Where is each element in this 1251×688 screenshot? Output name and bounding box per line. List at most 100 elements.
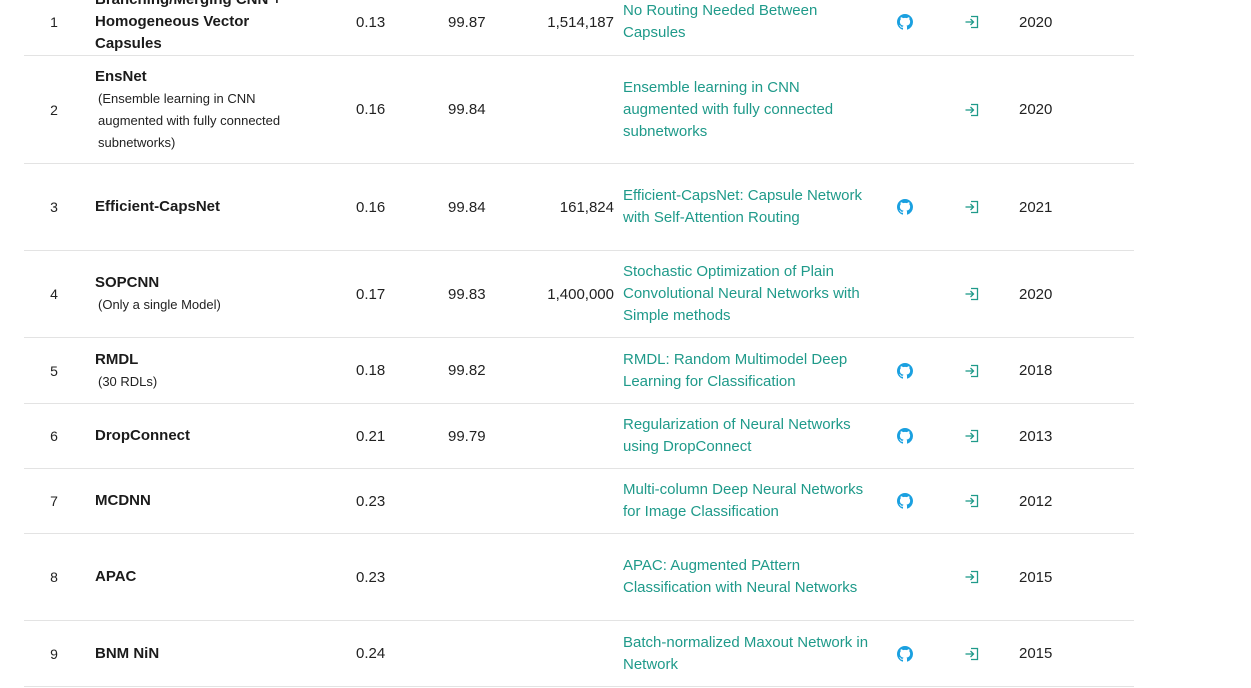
year-cell: 2012 <box>1019 492 1053 510</box>
paper-link[interactable]: Ensemble learning in CNN augmented with … <box>623 78 834 140</box>
model-extra-details: (Ensemble learning in CNN augmented with… <box>98 90 281 150</box>
result-cell <box>960 404 984 468</box>
year-cell: 2020 <box>1019 101 1053 118</box>
result-cell <box>960 338 984 403</box>
paper-link[interactable]: Multi-column Deep Neural Networks for Im… <box>623 481 864 520</box>
model-extra-details: (Only a single Model) <box>98 297 221 312</box>
model-name: APAC <box>95 568 137 585</box>
error-cell: 0.24 <box>356 645 386 662</box>
github-icon[interactable] <box>897 199 913 215</box>
result-cell <box>960 0 984 55</box>
code-cell <box>892 164 918 250</box>
result-cell <box>960 56 984 163</box>
rank-cell: 5 <box>50 362 58 379</box>
accuracy-cell: 99.83 <box>448 285 486 303</box>
login-arrow-icon[interactable] <box>964 646 980 662</box>
paper-link[interactable]: Stochastic Optimization of Plain Convolu… <box>623 263 860 324</box>
result-cell <box>960 164 984 250</box>
year-cell: 2015 <box>1019 645 1053 662</box>
code-cell <box>892 404 918 468</box>
model-cell: DropConnect <box>95 404 315 468</box>
result-cell <box>960 251 984 337</box>
params-cell <box>524 534 614 620</box>
code-cell <box>892 56 918 163</box>
login-arrow-icon[interactable] <box>964 286 980 302</box>
model-name: DropConnect <box>95 427 190 444</box>
error-cell: 0.21 <box>356 427 386 445</box>
paper-link[interactable]: Regularization of Neural Networks using … <box>623 416 851 455</box>
accuracy-cell <box>448 469 528 533</box>
params-cell <box>524 621 614 686</box>
accuracy-cell: 99.84 <box>448 101 486 118</box>
accuracy-cell: 99.82 <box>448 362 486 379</box>
login-arrow-icon[interactable] <box>964 569 980 585</box>
model-cell: EnsNet (Ensemble learning in CNN augmente… <box>95 56 295 163</box>
year-cell: 2015 <box>1019 568 1053 586</box>
accuracy-cell: 99.84 <box>448 198 486 216</box>
error-cell: 0.16 <box>356 101 386 118</box>
rank-cell: 8 <box>50 569 58 585</box>
paper-link[interactable]: Efficient-CapsNet: Capsule Network with … <box>623 187 862 226</box>
github-icon[interactable] <box>897 645 913 662</box>
github-icon[interactable] <box>897 493 913 509</box>
table-row: 4 SOPCNN (Only a single Model) 0.17 99.83 1,4… <box>24 251 1134 338</box>
table-row: 6 DropConnect 0.21 99.79 Regularization of N… <box>24 404 1134 469</box>
login-arrow-icon[interactable] <box>964 102 980 118</box>
year-cell: 2021 <box>1019 198 1053 216</box>
model-cell: APAC <box>95 534 315 620</box>
code-cell <box>892 534 918 620</box>
rank-cell: 9 <box>50 645 58 662</box>
model-name: Efficient-CapsNet <box>95 198 221 215</box>
model-cell: Efficient-CapsNet <box>95 164 315 250</box>
model-cell: MCDNN <box>95 469 315 533</box>
paper-link[interactable]: RMDL: Random Multimodel Deep Learning fo… <box>623 350 848 390</box>
model-cell: Branching/Merging CNN + Homogeneous Vect… <box>95 0 295 55</box>
login-arrow-icon[interactable] <box>964 428 980 444</box>
model-name: Branching/Merging CNN + Homogeneous Vect… <box>95 0 281 52</box>
code-cell <box>892 621 918 686</box>
code-cell <box>892 0 918 55</box>
rank-cell: 6 <box>50 428 58 444</box>
login-arrow-icon[interactable] <box>964 14 980 30</box>
model-name: MCDNN <box>95 492 151 509</box>
rank-cell: 4 <box>50 286 58 302</box>
table-row: 1 Branching/Merging CNN + Homogeneous Vec… <box>24 0 1134 56</box>
github-icon[interactable] <box>897 14 913 30</box>
code-cell <box>892 251 918 337</box>
error-cell: 0.17 <box>356 285 386 303</box>
year-cell: 2020 <box>1019 13 1053 31</box>
year-cell: 2018 <box>1019 362 1053 379</box>
params-cell <box>524 56 614 163</box>
result-cell <box>960 469 984 533</box>
leaderboard-table: 1 Branching/Merging CNN + Homogeneous Vec… <box>24 0 1134 687</box>
result-cell <box>960 534 984 620</box>
table-row: 5 RMDL (30 RDLs) 0.18 99.82 RMDL: Random Mult… <box>24 338 1134 404</box>
table-row: 7 MCDNN 0.23 Multi-column Deep Neural Netwo… <box>24 469 1134 534</box>
table-row: 9 BNM NiN 0.24 Batch-normalized Maxout Netw… <box>24 621 1134 687</box>
year-cell: 2013 <box>1019 427 1053 445</box>
model-name: SOPCNN <box>95 274 160 291</box>
accuracy-cell: 99.87 <box>448 13 486 31</box>
login-arrow-icon[interactable] <box>964 199 980 215</box>
paper-link[interactable]: No Routing Needed Between Capsules <box>623 2 818 41</box>
accuracy-cell <box>448 621 528 686</box>
table-row: 3 Efficient-CapsNet 0.16 99.84 161,824 Effici… <box>24 164 1134 251</box>
params-cell: 161,824 <box>559 198 614 216</box>
error-cell: 0.13 <box>356 13 386 31</box>
model-name: EnsNet <box>95 67 147 85</box>
github-icon[interactable] <box>897 362 913 379</box>
rank-cell: 2 <box>50 101 58 118</box>
paper-link[interactable]: Batch-normalized Maxout Network in Netwo… <box>623 633 869 673</box>
params-cell <box>524 469 614 533</box>
error-cell: 0.16 <box>356 198 386 216</box>
params-cell <box>524 338 614 403</box>
login-arrow-icon[interactable] <box>964 363 980 379</box>
rank-cell: 7 <box>50 493 58 509</box>
model-name: BNM NiN <box>95 644 160 662</box>
table-row: 8 APAC 0.23 APAC: Augmented PAttern Classif… <box>24 534 1134 621</box>
login-arrow-icon[interactable] <box>964 493 980 509</box>
result-cell <box>960 621 984 686</box>
paper-link[interactable]: APAC: Augmented PAttern Classification w… <box>623 557 858 596</box>
github-icon[interactable] <box>897 428 913 444</box>
params-cell: 1,400,000 <box>547 285 614 303</box>
